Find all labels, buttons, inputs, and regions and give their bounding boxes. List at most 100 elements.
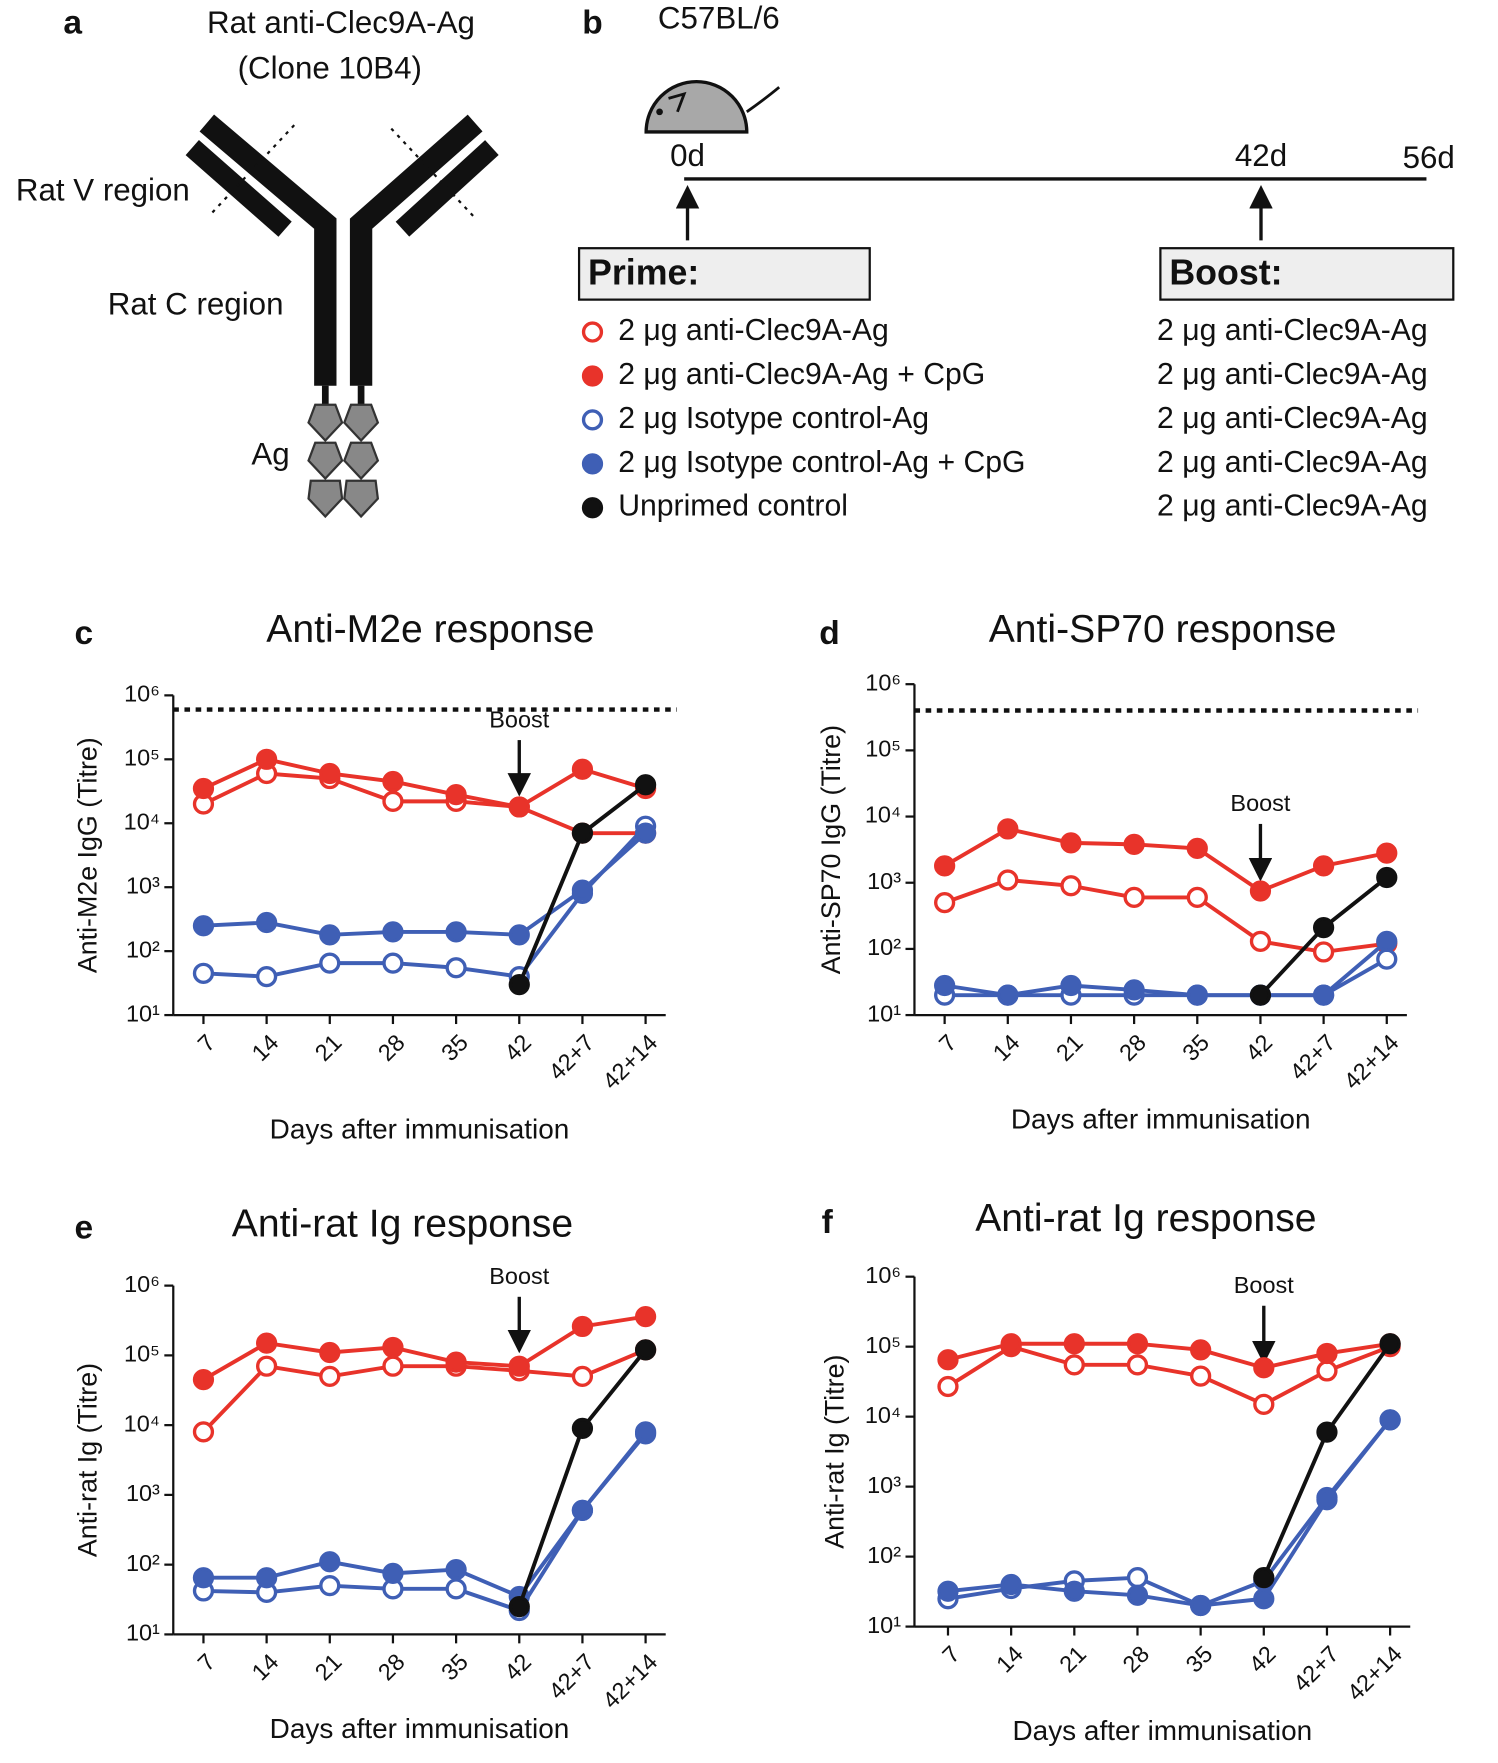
- data-point: [571, 758, 594, 780]
- x-tick-label: 42+14: [597, 1029, 662, 1094]
- x-tick-label: 42: [1244, 1641, 1281, 1678]
- data-point: [634, 774, 657, 796]
- data-point: [382, 790, 404, 812]
- data-point: [1126, 1354, 1149, 1376]
- x-tick-label: 7: [193, 1649, 221, 1677]
- y-tick-label: 10¹: [126, 1000, 160, 1026]
- boost-item: 2 μg anti-Clec9A-Ag: [1157, 402, 1428, 435]
- antibody-drawing: [185, 114, 499, 405]
- data-point: [1379, 1333, 1401, 1355]
- x-tick-label: 7: [934, 1029, 962, 1057]
- x-tick-label: 14: [988, 1029, 1025, 1066]
- data-point: [1123, 833, 1145, 855]
- charts: c Anti-M2e response Days after immunisatio…: [73, 608, 1419, 1746]
- legend-marker: [581, 365, 604, 387]
- boost-item: 2 μg anti-Clec9A-Ag: [1157, 314, 1428, 347]
- panel-letter: b: [582, 4, 602, 41]
- x-tick-label: 42+7: [1285, 1029, 1341, 1085]
- mouse-icon: [644, 80, 781, 134]
- legend-label: 2 μg Isotype control-Ag: [618, 402, 929, 435]
- data-point: [1253, 1588, 1275, 1610]
- data-point: [571, 822, 594, 844]
- x-tick-label: 14: [247, 1029, 284, 1066]
- data-point: [571, 879, 594, 901]
- y-tick-label: 10³: [126, 872, 160, 898]
- data-point: [634, 1421, 657, 1443]
- x-tick-label: 35: [1177, 1029, 1214, 1066]
- prime-box: [577, 247, 871, 301]
- data-point: [508, 973, 530, 996]
- legend-marker: [581, 409, 604, 431]
- series-line: [203, 824, 648, 979]
- chart: f Anti-rat Ig response Days after immunisa…: [819, 1197, 1411, 1746]
- data-point: [1316, 1342, 1338, 1365]
- data-point: [1190, 1339, 1212, 1361]
- y-tick-label: 10⁶: [865, 1262, 901, 1288]
- y-tick-label: 10⁵: [124, 745, 160, 771]
- data-point: [319, 1575, 341, 1597]
- data-point: [1190, 1594, 1212, 1617]
- x-tick-label: 42+7: [544, 1029, 600, 1085]
- data-point: [256, 1355, 278, 1377]
- data-point: [1376, 842, 1398, 864]
- data-point: [634, 1305, 657, 1328]
- x-axis-label: Days after immunisation: [270, 1713, 570, 1744]
- data-point: [1063, 1580, 1085, 1602]
- data-point: [1060, 832, 1082, 854]
- x-tick-label: 42: [499, 1649, 536, 1686]
- series-line: [203, 831, 647, 937]
- data-point: [319, 952, 341, 974]
- data-point: [1312, 916, 1335, 939]
- data-point: [1126, 1584, 1149, 1606]
- y-tick-label: 10³: [126, 1480, 160, 1506]
- data-point: [319, 762, 341, 785]
- v-region-label: Rat V region: [16, 173, 190, 208]
- data-point: [1186, 837, 1208, 860]
- annotation: Boost: [1230, 790, 1290, 816]
- data-point: [508, 924, 530, 946]
- data-point: [256, 1567, 278, 1589]
- data-point: [1249, 930, 1272, 952]
- x-tick-label: 21: [1051, 1029, 1088, 1066]
- legend-label: 2 μg anti-Clec9A-Ag + CpG: [618, 358, 985, 391]
- data-point: [445, 1351, 467, 1373]
- data-point: [192, 1567, 215, 1589]
- antibody-title: Rat anti-Clec9A-Ag: [207, 5, 475, 40]
- x-tick-label: 28: [1114, 1029, 1151, 1066]
- data-point: [997, 818, 1019, 840]
- x-tick-label: 7: [937, 1641, 965, 1669]
- y-axis-label: Anti-SP70 IgG (Titre): [816, 725, 846, 974]
- data-point: [508, 796, 530, 818]
- data-point: [1253, 1393, 1275, 1415]
- data-point: [1376, 866, 1398, 889]
- timepoint: 56d: [1403, 140, 1455, 175]
- x-tick-label: 35: [1181, 1641, 1218, 1678]
- timepoint: 42d: [1235, 138, 1287, 173]
- data-point: [192, 777, 215, 800]
- series-line: [943, 878, 1388, 954]
- panel-b: b C57BL/6 0d 42d 56d Prime: Boost: 2 μg …: [577, 0, 1455, 523]
- y-tick-label: 10³: [867, 868, 901, 894]
- panel-letter: f: [822, 1204, 834, 1241]
- data-point: [1376, 930, 1398, 952]
- data-point: [382, 770, 404, 793]
- series-line: [946, 1344, 1391, 1407]
- x-tick-label: 14: [991, 1641, 1028, 1678]
- data-point: [445, 957, 467, 979]
- data-point: [192, 915, 215, 937]
- c-region-label: Rat C region: [108, 287, 284, 322]
- data-point: [937, 1580, 959, 1602]
- data-point: [997, 984, 1019, 1006]
- data-point: [1253, 1357, 1275, 1379]
- y-tick-label: 10³: [867, 1472, 901, 1498]
- y-tick-label: 10²: [126, 1550, 160, 1576]
- series-line: [943, 826, 1388, 894]
- data-point: [934, 892, 956, 914]
- data-point: [1000, 1333, 1022, 1355]
- data-point: [1186, 984, 1208, 1006]
- data-point: [1249, 880, 1272, 902]
- data-point: [634, 822, 657, 844]
- data-point: [319, 1551, 341, 1573]
